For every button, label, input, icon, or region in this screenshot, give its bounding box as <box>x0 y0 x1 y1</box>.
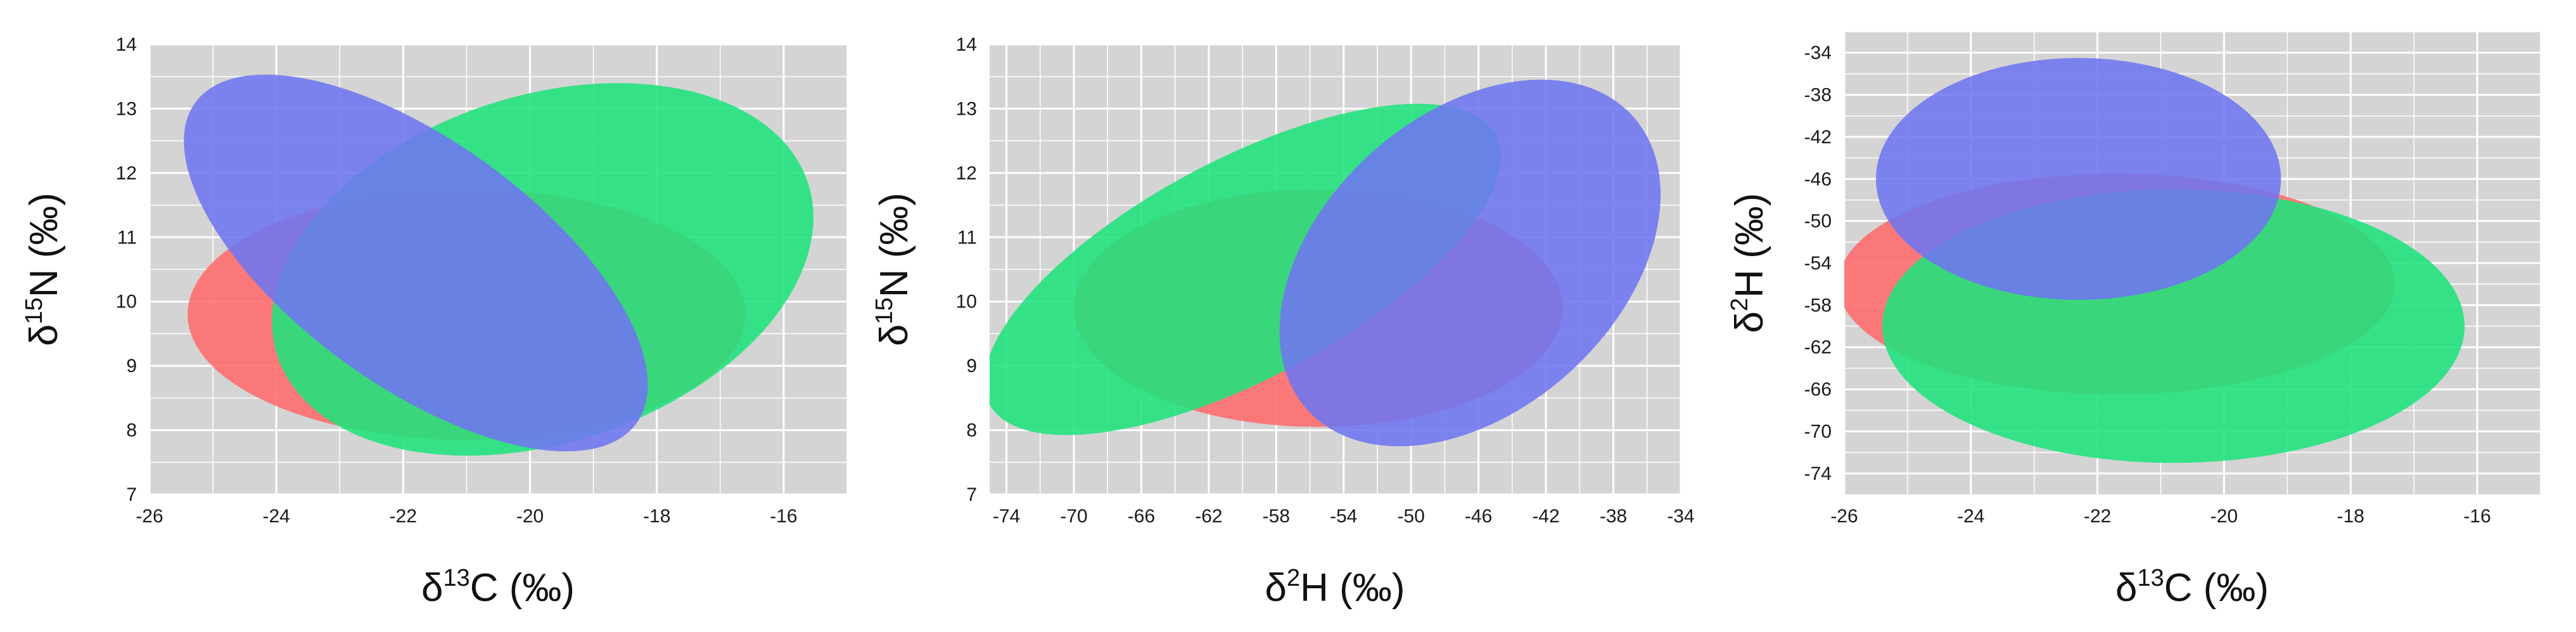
y-axis-title: δ15N (‰) <box>871 193 916 346</box>
y-tick-label: -46 <box>1804 169 1832 190</box>
x-tick-label: -18 <box>2337 506 2364 527</box>
y-tick-label: -38 <box>1804 85 1832 106</box>
x-axis-title: δ13C (‰) <box>421 565 575 610</box>
ellipse-group <box>184 74 813 456</box>
ellipse-series-3 <box>1875 58 2281 300</box>
x-tick-label: -50 <box>1398 506 1425 527</box>
x-tick-label: -62 <box>1195 506 1222 527</box>
y-tick-label: 14 <box>116 34 137 55</box>
y-tick-label: 7 <box>126 484 137 505</box>
x-tick-label: -26 <box>136 506 163 527</box>
y-tick-label: -58 <box>1804 295 1832 316</box>
panel-1: -26 -24 -22 -20 -18 -16 7 8 9 10 11 12 13 14 δ13C (‰) δ… <box>21 34 848 610</box>
y-tick-label: 7 <box>966 484 977 505</box>
y-tick-label: 11 <box>957 227 977 248</box>
y-tick-label: 11 <box>117 227 137 248</box>
x-tick-label: -16 <box>2463 506 2490 527</box>
y-tick-label: 8 <box>966 420 977 441</box>
y-tick-label: 8 <box>126 420 137 441</box>
x-tick-label: -66 <box>1128 506 1155 527</box>
x-tick-label: -20 <box>2210 506 2238 527</box>
y-tick-label: -74 <box>1804 463 1832 484</box>
x-tick-label: -24 <box>1957 506 1984 527</box>
x-axis-title: δ13C (‰) <box>2115 565 2269 610</box>
y-tick-label: -62 <box>1804 337 1832 358</box>
ellipse-series-3 <box>184 74 648 452</box>
y-axis-title: δ15N (‰) <box>21 193 66 346</box>
x-tick-label: -70 <box>1060 506 1087 527</box>
x-tick-label: -22 <box>2084 506 2111 527</box>
y-tick-label: 13 <box>956 98 977 119</box>
y-tick-label: -34 <box>1804 42 1832 63</box>
x-tick-label: -18 <box>643 506 670 527</box>
x-tick-label: -74 <box>993 506 1020 527</box>
x-tick-label: -38 <box>1600 506 1627 527</box>
x-tick-label: -42 <box>1532 506 1559 527</box>
x-tick-label: -22 <box>390 506 417 527</box>
x-tick-label: -54 <box>1330 506 1357 527</box>
panel-2: -74 -70 -66 -62 -58 -54 -50 -46 -42 -38 -34 7 8 9 10 11… <box>871 34 1695 610</box>
ellipse-group <box>990 79 1661 447</box>
y-tick-label: 13 <box>116 98 137 119</box>
y-tick-label: -50 <box>1804 211 1832 232</box>
y-tick-label: 12 <box>956 163 977 184</box>
y-tick-label: -70 <box>1804 421 1832 442</box>
y-tick-label: -54 <box>1804 253 1832 274</box>
y-tick-label: 10 <box>116 292 137 313</box>
x-tick-label: -58 <box>1263 506 1290 527</box>
x-tick-label: -24 <box>263 506 290 527</box>
x-tick-label: -20 <box>516 506 544 527</box>
ellipse-series-3 <box>1279 79 1661 447</box>
panel-3: -26 -24 -22 -20 -18 -16 -34 -38 -42 -46 -50 -54 -58 -… <box>1726 31 2541 610</box>
x-tick-label: -26 <box>1830 506 1858 527</box>
x-axis-title: δ2H (‰) <box>1265 565 1405 610</box>
y-tick-label: 9 <box>966 356 977 377</box>
y-tick-label: 10 <box>956 292 977 313</box>
y-tick-label: -66 <box>1804 379 1832 400</box>
y-axis-title: δ2H (‰) <box>1726 193 1771 333</box>
y-tick-label: -42 <box>1804 127 1832 148</box>
y-tick-label: 12 <box>116 163 137 184</box>
y-tick-label: 9 <box>126 356 137 377</box>
y-tick-label: 14 <box>956 34 977 55</box>
ellipse-group <box>1844 58 2465 463</box>
x-tick-label: -46 <box>1465 506 1492 527</box>
x-tick-label: -34 <box>1667 506 1694 527</box>
x-tick-label: -16 <box>770 506 797 527</box>
